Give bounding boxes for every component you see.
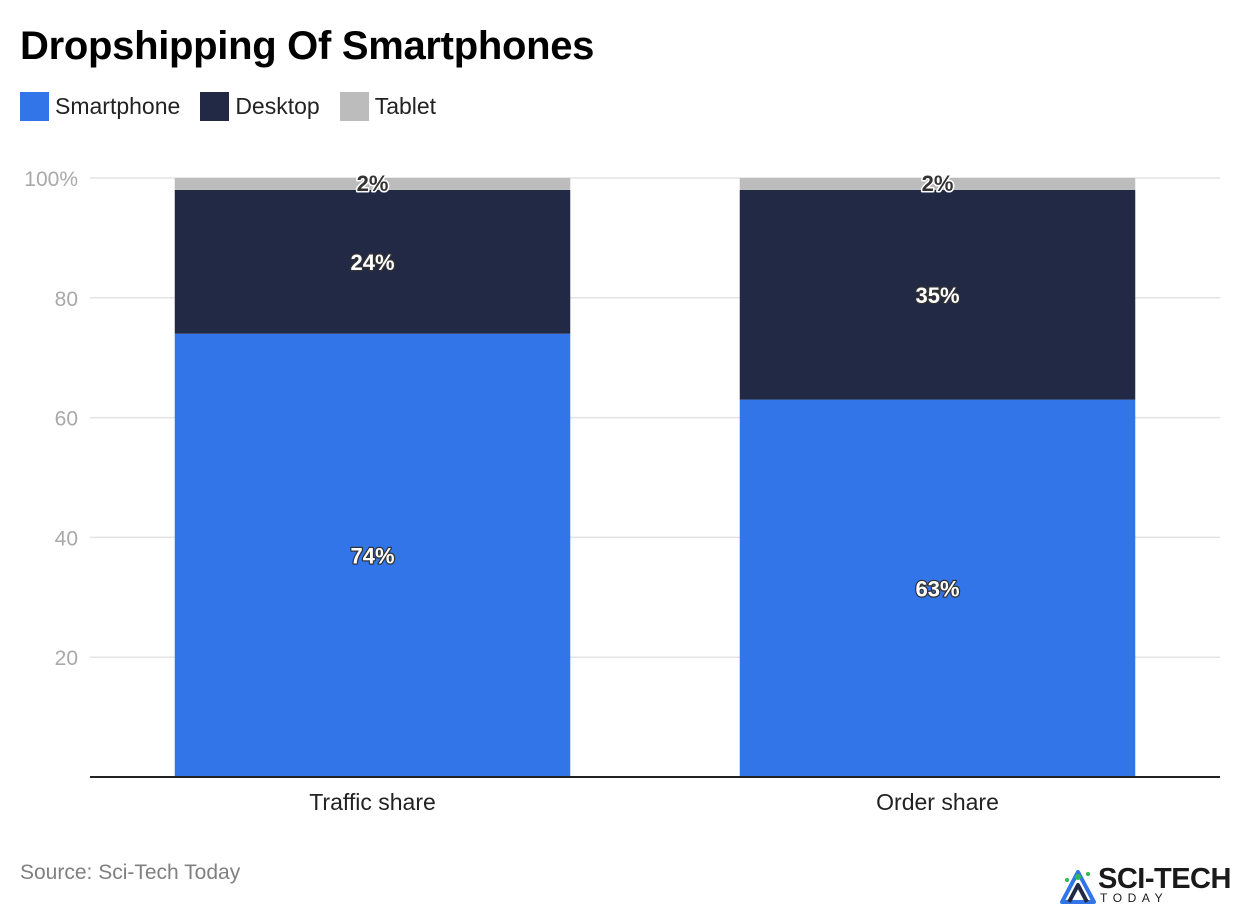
brand-name: SCI-TECH — [1098, 863, 1231, 895]
legend-item-tablet: Tablet — [339, 92, 437, 121]
y-tick-label: 60 — [55, 408, 78, 431]
source-note: Source: Sci-Tech Today — [20, 861, 241, 884]
chart-title: Dropshipping Of Smartphones — [20, 24, 595, 68]
sci-tech-today-logo-icon — [1060, 870, 1096, 904]
bar-segment-desktop — [739, 189, 1136, 400]
data-label-desktop: 35% — [915, 283, 959, 308]
data-label-tablet: 2% — [357, 171, 389, 196]
data-label-tablet: 2% — [922, 171, 954, 196]
legend-label-desktop: Desktop — [235, 93, 320, 119]
y-tick-label: 100% — [24, 168, 78, 191]
legend-item-desktop: Desktop — [200, 92, 320, 121]
legend-label-smartphone: Smartphone — [55, 93, 181, 119]
data-label-smartphone: 63% — [915, 576, 959, 601]
y-tick-label: 80 — [55, 288, 78, 311]
legend-swatch-desktop — [200, 92, 230, 121]
legend-swatch-tablet — [339, 92, 369, 121]
x-tick-label: Order share — [876, 789, 999, 815]
bar-segment-tablet — [739, 178, 1136, 190]
y-tick-label: 40 — [55, 527, 78, 550]
brand-subtitle: TODAY — [1100, 891, 1169, 905]
bar-segment-smartphone — [174, 333, 571, 777]
data-label-desktop: 24% — [350, 250, 394, 275]
bar-segment-tablet — [174, 178, 571, 190]
y-tick-label: 20 — [55, 647, 78, 670]
legend: Smartphone Desktop Tablet — [20, 92, 456, 121]
data-label-smartphone: 74% — [350, 543, 394, 568]
bar-segment-desktop — [174, 189, 571, 334]
legend-label-tablet: Tablet — [374, 93, 437, 119]
legend-item-smartphone: Smartphone — [20, 92, 180, 121]
x-tick-label: Traffic share — [309, 789, 436, 815]
brand: SCI-TECH TODAY — [1058, 862, 1234, 906]
bar-segment-smartphone — [739, 399, 1136, 777]
legend-swatch-smartphone — [20, 92, 49, 121]
